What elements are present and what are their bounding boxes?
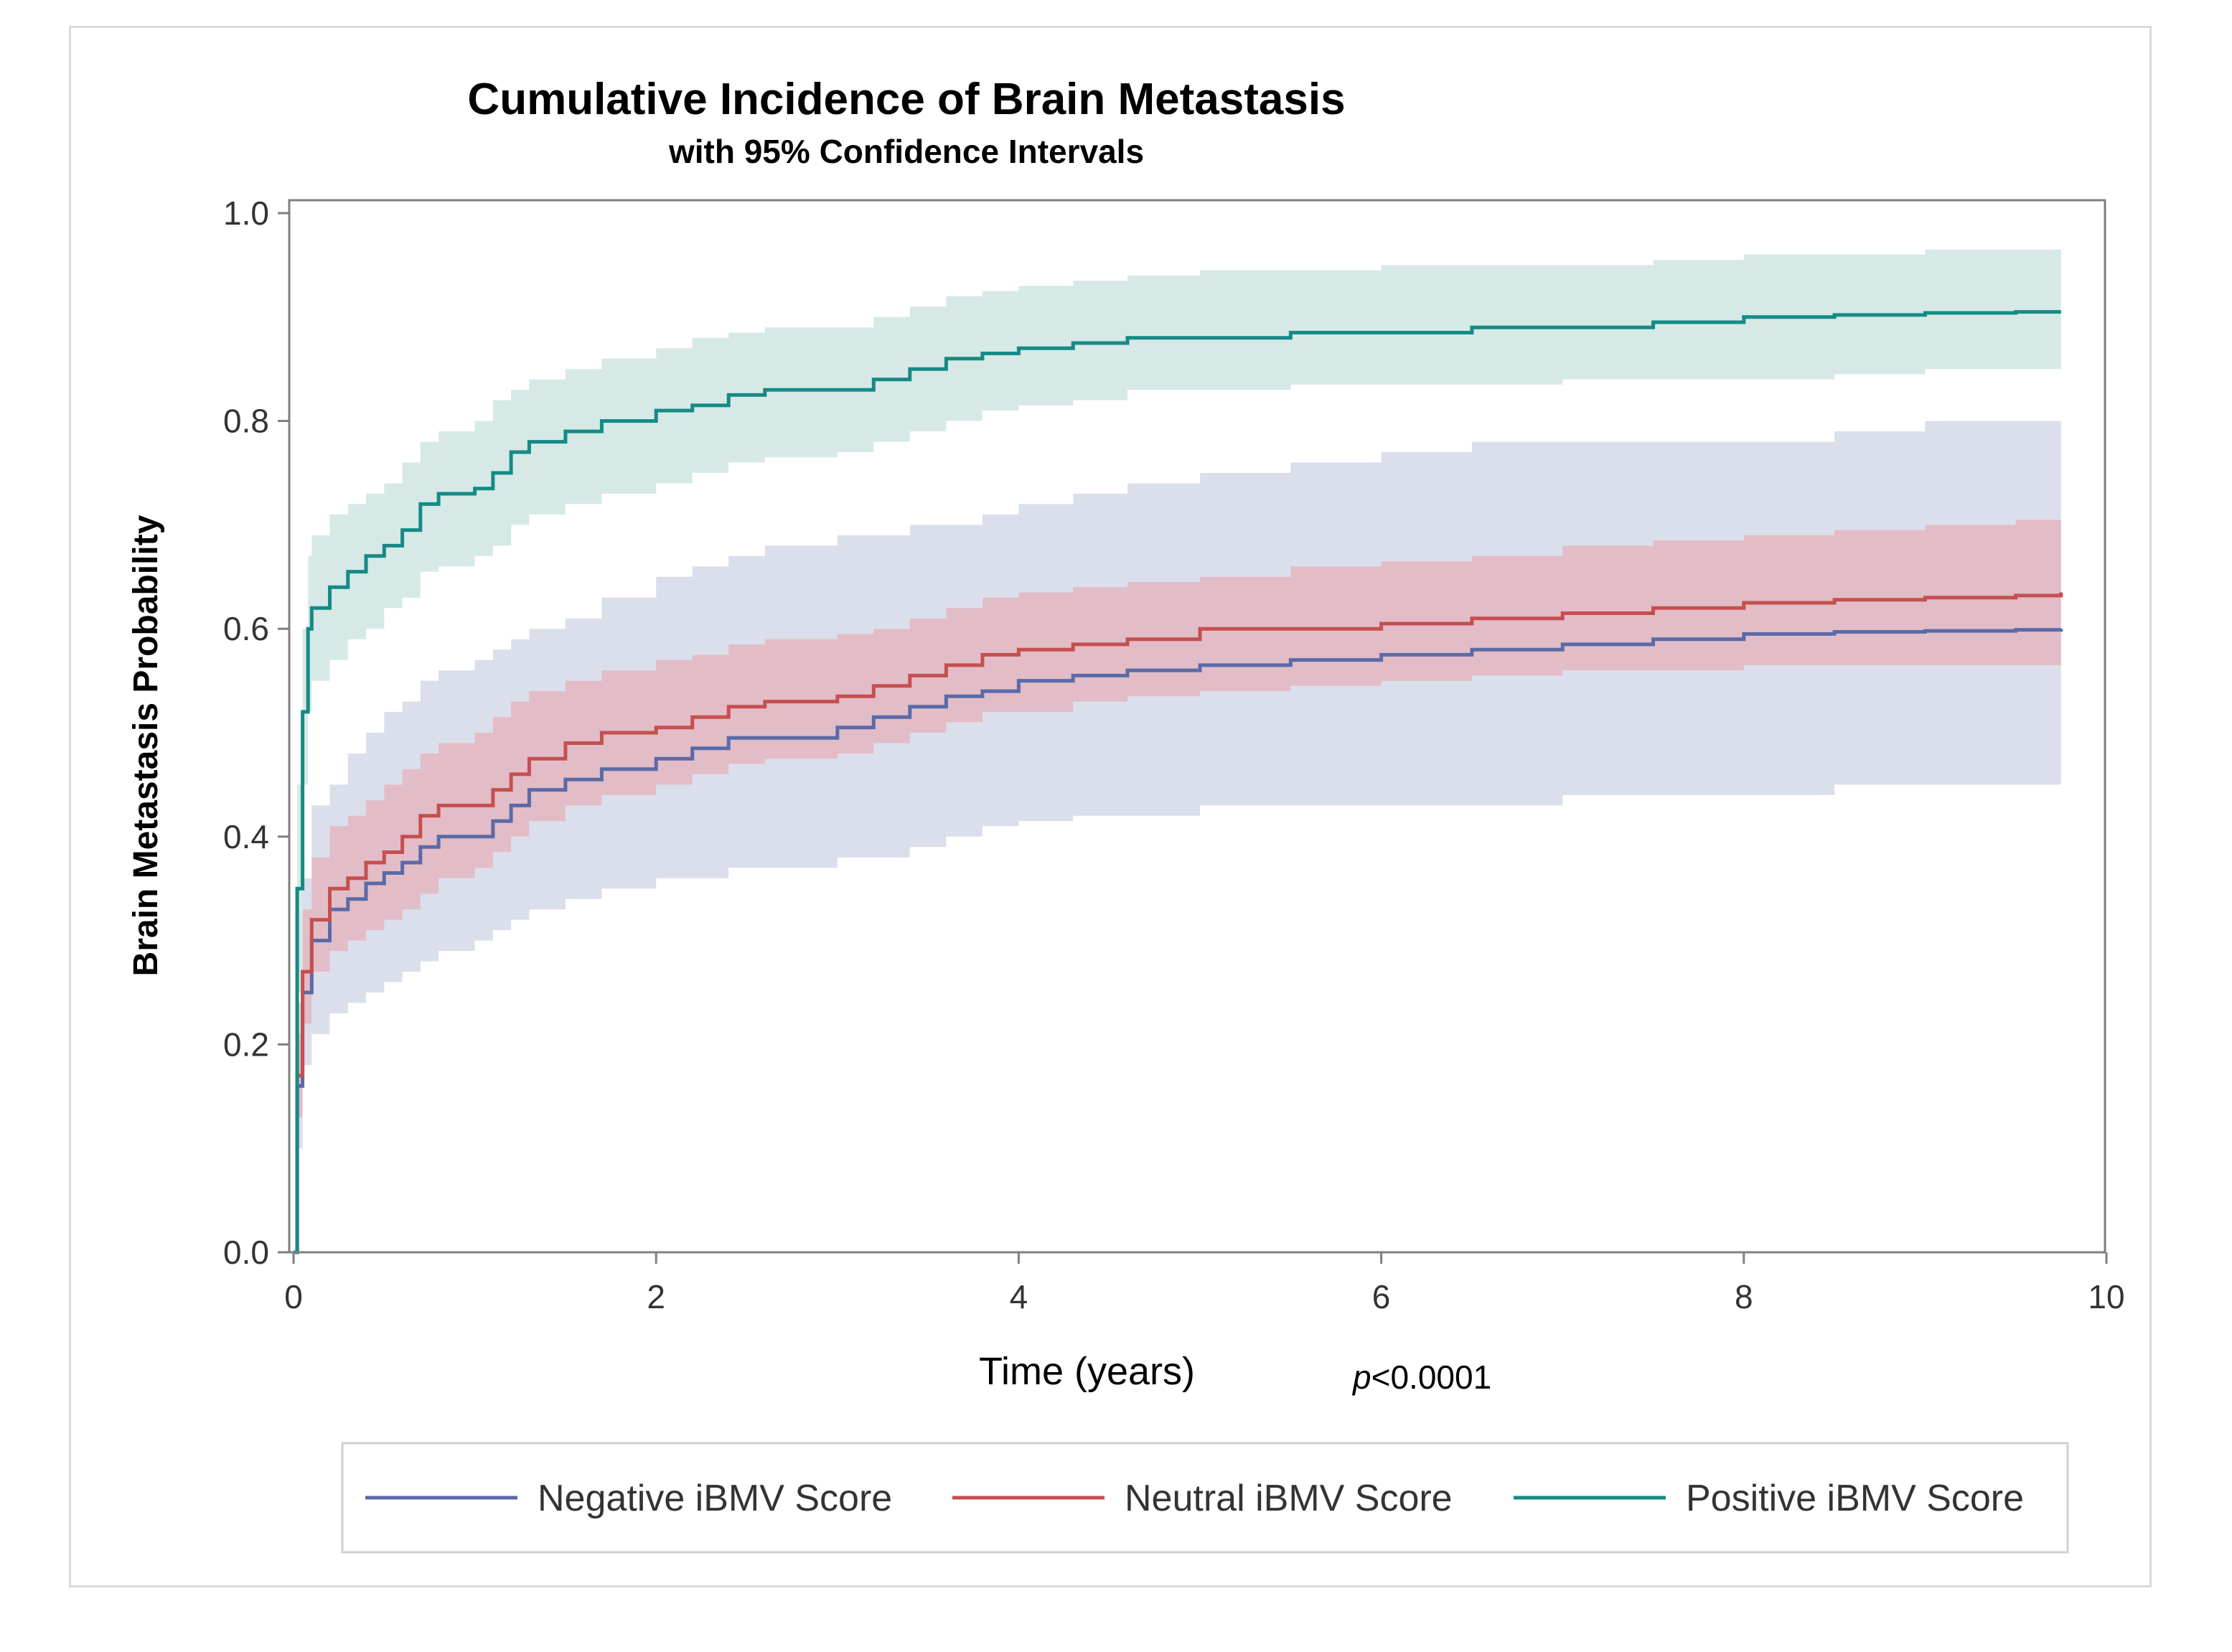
y-axis: 0.0 0.2 0.4 0.6 0.8 1.0 (223, 194, 289, 1271)
confidence-bands (294, 249, 2061, 1253)
legend-label-neutral-ibmv-score: Neutral iBMV Score (1125, 1478, 1453, 1519)
y-tick-label: 0.8 (223, 403, 269, 440)
y-tick-label: 0.4 (223, 818, 269, 855)
y-tick-label: 0.6 (223, 610, 269, 647)
p-value-text: <0.0001 (1371, 1358, 1492, 1396)
y-axis-label: Brain Metastasis Probability (127, 515, 165, 976)
p-value-annotation: p<0.0001 (1351, 1358, 1491, 1396)
chart-subtitle: with 95% Confidence Intervals (668, 133, 1144, 170)
chart-frame: Cumulative Incidence of Brain Metastasis… (69, 26, 2152, 1587)
x-axis: 0 2 4 6 8 10 (284, 1252, 2125, 1315)
chart-title: Cumulative Incidence of Brain Metastasis (467, 75, 1345, 124)
legend-label-positive-ibmv-score: Positive iBMV Score (1686, 1478, 2024, 1519)
legend-box (341, 1442, 2069, 1554)
chart-svg: Cumulative Incidence of Brain Metastasis… (127, 75, 2125, 1554)
x-axis-label: Time (years) (979, 1350, 1195, 1393)
legend-label-negative-ibmv-score: Negative iBMV Score (538, 1478, 892, 1519)
y-tick-label: 1.0 (223, 194, 269, 232)
line-neutral-ibmv-score (294, 592, 2063, 1254)
y-tick-label: 0.2 (223, 1026, 269, 1063)
plot-area (288, 199, 2106, 1254)
x-tick-label: 0 (284, 1278, 303, 1315)
x-tick-label: 4 (1010, 1278, 1028, 1315)
series-lines (294, 310, 2063, 1254)
line-positive-ibmv-score (294, 310, 2061, 1254)
ci-band-positive-ibmv-score (294, 249, 2061, 1253)
ci-band-neutral-ibmv-score (294, 514, 2061, 1252)
p-value-symbol: p (1351, 1358, 1371, 1396)
x-tick-label: 2 (647, 1278, 665, 1315)
y-tick-label: 0.0 (223, 1234, 269, 1271)
x-tick-label: 6 (1372, 1278, 1391, 1315)
x-tick-label: 8 (1735, 1278, 1753, 1315)
legend: Negative iBMV Score Neutral iBMV Score Pos… (365, 1478, 2024, 1519)
x-tick-label: 10 (2088, 1278, 2124, 1315)
line-negative-ibmv-score (294, 628, 2063, 1254)
